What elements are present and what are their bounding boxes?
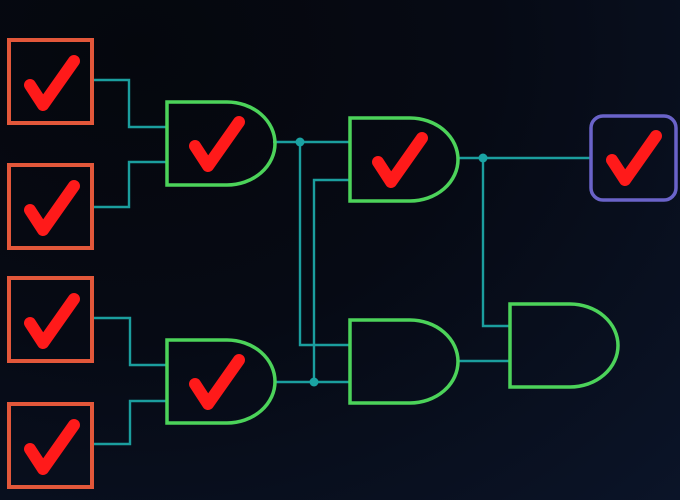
input-box	[7, 276, 94, 363]
wire-8	[312, 178, 350, 382]
checkmark-icon	[372, 132, 428, 188]
and-gate-5	[508, 302, 620, 389]
and-gate-1	[165, 100, 277, 187]
input-switch-1[interactable]	[7, 38, 94, 125]
checkmark-icon	[24, 293, 80, 349]
wire-10	[481, 158, 510, 328]
and-gate-shape	[508, 302, 620, 389]
and-gate-2	[165, 338, 277, 425]
and-gate-3	[348, 116, 460, 203]
wire-6	[298, 142, 350, 347]
checkmark-icon	[189, 354, 245, 410]
and-gate-shape	[348, 318, 460, 405]
and-gate-4	[348, 318, 460, 405]
wire-2	[93, 160, 167, 209]
input-box	[7, 163, 94, 250]
output-indicator	[589, 114, 678, 202]
checkmark-icon	[24, 180, 80, 236]
nodes-layer	[7, 38, 678, 489]
checkmark-icon	[24, 419, 80, 475]
wire-junction-1	[295, 137, 305, 147]
input-box	[7, 402, 94, 489]
input-switch-2[interactable]	[7, 163, 94, 250]
wire-junction-3	[478, 153, 488, 163]
and-gate-shape	[165, 100, 277, 187]
junctions-layer	[295, 137, 488, 387]
input-switch-3[interactable]	[7, 276, 94, 363]
and-gate-shape	[348, 116, 460, 203]
output-box	[589, 114, 678, 202]
wires-layer	[93, 78, 591, 446]
wire-1	[93, 78, 167, 129]
checkmark-icon	[24, 55, 80, 111]
wire-junction-2	[309, 377, 319, 387]
input-box	[7, 38, 94, 125]
and-gate-shape	[165, 338, 277, 425]
wire-4	[93, 399, 167, 446]
checkmark-icon	[606, 130, 662, 186]
wire-3	[93, 316, 167, 367]
checkmark-icon	[189, 116, 245, 172]
input-switch-4[interactable]	[7, 402, 94, 489]
